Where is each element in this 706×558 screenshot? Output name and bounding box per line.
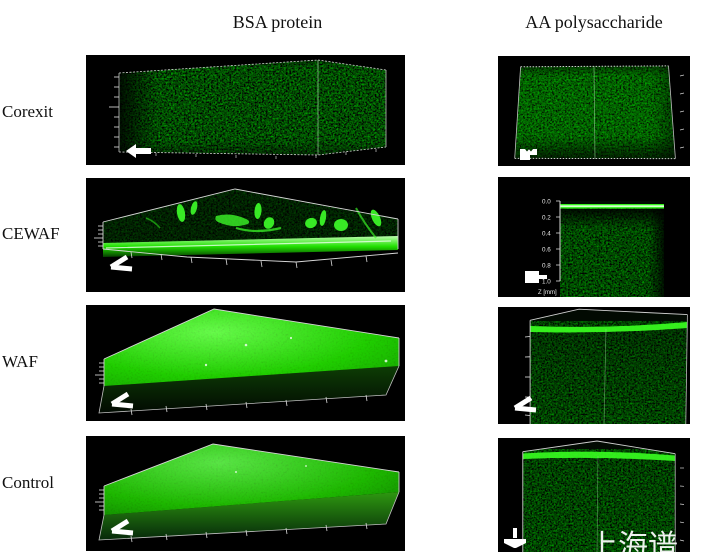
svg-text:1.0: 1.0 — [542, 279, 551, 286]
svg-text:上海谱: 上海谱 — [588, 530, 678, 552]
svg-text:0.6: 0.6 — [542, 247, 551, 254]
svg-text:0.8: 0.8 — [542, 263, 551, 270]
svg-text:0.4: 0.4 — [542, 231, 551, 238]
svg-text:0.0: 0.0 — [542, 199, 551, 206]
svg-text:Z [mm]: Z [mm] — [538, 290, 557, 296]
svg-text:0.2: 0.2 — [542, 215, 551, 222]
